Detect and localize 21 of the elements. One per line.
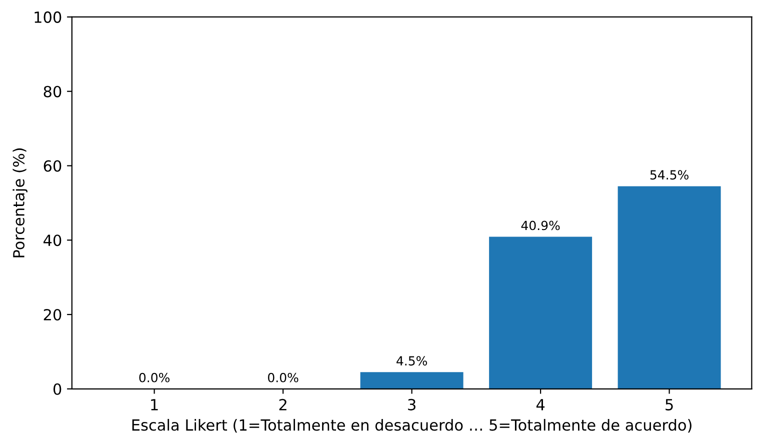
bar bbox=[618, 186, 721, 389]
bar bbox=[360, 372, 464, 389]
y-tick-label: 80 bbox=[44, 86, 62, 98]
x-tick-label: 2 bbox=[279, 398, 286, 410]
data-label: 4.5% bbox=[396, 356, 427, 366]
y-axis-title: Porcentaje (%) bbox=[12, 148, 28, 258]
data-label: 0.0% bbox=[139, 372, 170, 382]
x-tick-label: 4 bbox=[536, 399, 545, 410]
y-tick-label: 100 bbox=[34, 11, 62, 23]
data-label: 40.9% bbox=[521, 220, 560, 230]
y-tick-label: 40 bbox=[44, 234, 62, 246]
x-axis-title: Escala Likert (1=Totalmente en desacuerdo … 5=Totalmente de acuerdo) bbox=[132, 418, 692, 433]
bar bbox=[489, 236, 592, 389]
data-label: 0.0% bbox=[268, 372, 298, 382]
y-tick-label: 0 bbox=[53, 383, 62, 395]
y-tick-label: 60 bbox=[44, 160, 62, 172]
x-tick-label: 3 bbox=[408, 398, 416, 410]
x-tick-label: 5 bbox=[666, 399, 673, 410]
data-label: 54.5% bbox=[650, 170, 688, 180]
y-tick-label: 20 bbox=[44, 308, 62, 321]
x-tick-label: 1 bbox=[151, 399, 158, 410]
